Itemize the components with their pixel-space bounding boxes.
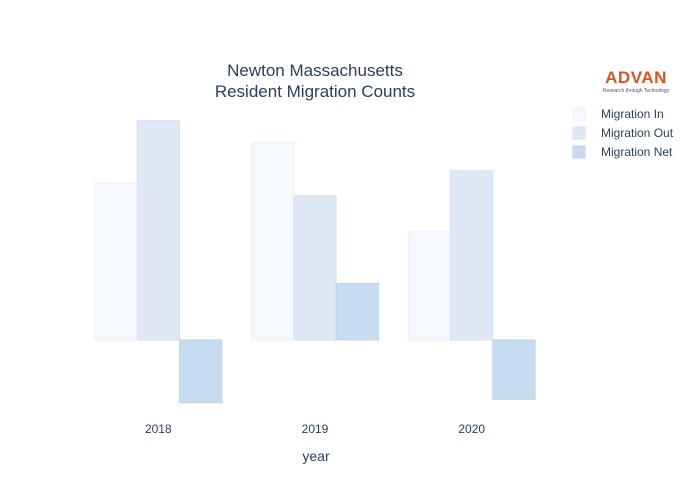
- bar-migration-in-2018[interactable]: [94, 182, 138, 341]
- legend-swatch: [572, 107, 586, 121]
- bars-layer: [94, 120, 536, 404]
- bar-migration-out-2019[interactable]: [293, 195, 337, 341]
- bar-migration-in-2020[interactable]: [407, 231, 452, 341]
- bar-migration-in-2019[interactable]: [251, 142, 295, 341]
- advan-logo: ADVAN Research through Technology: [603, 68, 670, 94]
- legend-label: Migration Out: [601, 126, 674, 140]
- logo-wordmark: ADVAN: [605, 68, 667, 87]
- legend-label: Migration In: [601, 107, 664, 121]
- legend-swatch: [572, 145, 586, 159]
- logo-tagline: Research through Technology: [603, 88, 670, 94]
- legend-item-migration-out[interactable]: Migration Out: [572, 126, 674, 140]
- bar-migration-net-2020[interactable]: [492, 339, 536, 400]
- x-tick-label-2019: 2019: [302, 422, 329, 436]
- bar-migration-net-2019[interactable]: [335, 283, 379, 341]
- chart-title-line-2: Resident Migration Counts: [215, 82, 415, 101]
- bar-migration-net-2018[interactable]: [179, 339, 223, 404]
- x-axis-title: year: [302, 448, 330, 464]
- legend-label: Migration Net: [601, 145, 673, 159]
- chart-title: Newton Massachusetts Resident Migration …: [215, 61, 415, 101]
- x-axis-ticks: 2018 2019 2020: [145, 422, 485, 436]
- legend-item-migration-in[interactable]: Migration In: [572, 107, 664, 121]
- chart-title-line-1: Newton Massachusetts: [227, 61, 403, 80]
- x-tick-label-2020: 2020: [458, 422, 485, 436]
- legend-swatch: [572, 126, 586, 140]
- legend-item-migration-net[interactable]: Migration Net: [572, 145, 673, 159]
- legend[interactable]: Migration In Migration Out Migration Net: [572, 107, 674, 159]
- bar-migration-out-2020[interactable]: [450, 170, 494, 341]
- x-tick-label-2018: 2018: [145, 422, 172, 436]
- bar-migration-out-2018[interactable]: [136, 120, 180, 341]
